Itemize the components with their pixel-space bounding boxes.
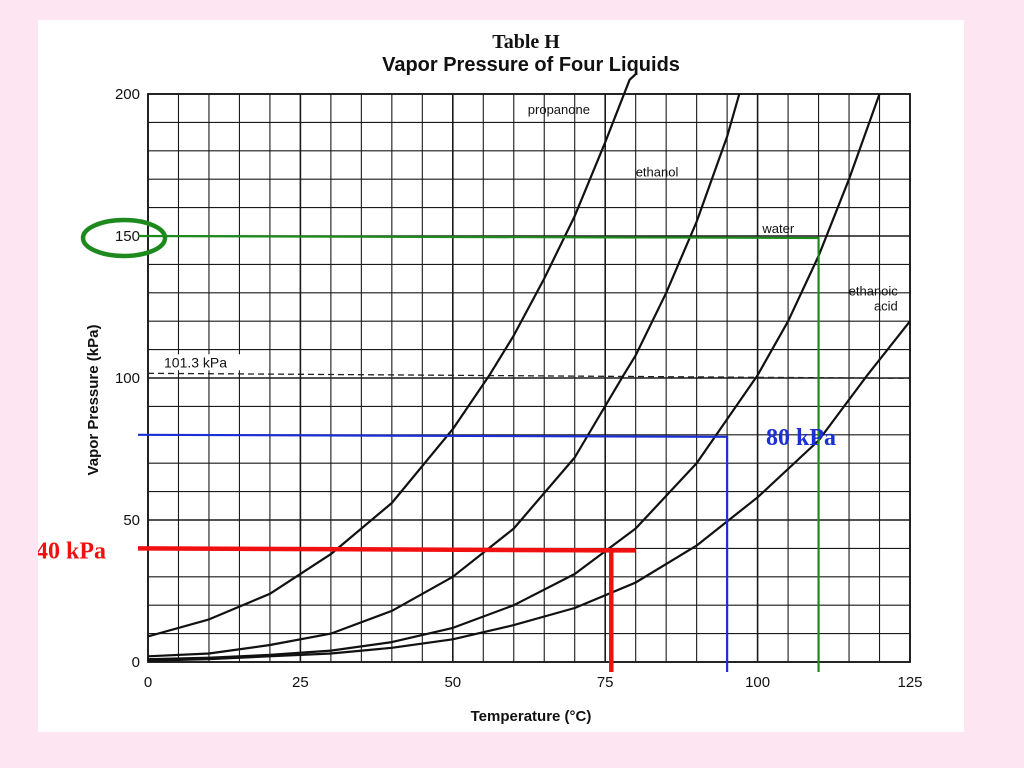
y-tick-label: 150: [115, 228, 140, 245]
guide-line-green: [137, 234, 820, 672]
x-tick-label: 25: [292, 674, 309, 691]
curve-label: ethanol: [636, 164, 679, 179]
y-tick-label: 0: [132, 654, 140, 671]
reference-label-bg: [158, 354, 258, 371]
circle-150-mark: [80, 217, 168, 259]
chart-subtitle: Vapor Pressure of Four Liquids: [382, 54, 680, 76]
axis-ticks: 0 25 50 75 100 125 0 50 100 150 200: [115, 86, 923, 691]
y-tick-label: 200: [115, 86, 140, 103]
curve-label: propanone: [528, 102, 590, 117]
y-tick-label: 50: [123, 512, 140, 529]
x-tick-label: 100: [745, 674, 770, 691]
curve-label: acid: [874, 299, 898, 314]
x-tick-label: 50: [444, 674, 461, 691]
x-axis-title: Temperature (°C): [471, 708, 592, 725]
annotation-label-blue: 80 kPa: [766, 425, 836, 451]
x-tick-label: 0: [144, 674, 152, 691]
guide-line-blue: [137, 433, 729, 672]
x-tick-label: 125: [897, 674, 922, 691]
grid: [147, 93, 911, 663]
curve-water: [147, 93, 881, 661]
reference-line: 101.3 kPa: [147, 354, 911, 379]
reference-line-101: [147, 372, 911, 379]
annotation-label-red: 40 kPa: [38, 538, 106, 564]
y-axis-title: Vapor Pressure (kPa): [85, 325, 102, 476]
vapor-pressure-chart: Table H Vapor Pressure of Four Liquids 0…: [38, 31, 923, 725]
curve-label: water: [761, 221, 794, 236]
slide: Table H Vapor Pressure of Four Liquids 0…: [38, 20, 964, 732]
curve-label: ethanoic: [849, 284, 899, 299]
y-tick-label: 100: [115, 370, 140, 387]
curve-ethanoic-acid: [147, 320, 911, 662]
curve-ethanol: [147, 93, 741, 658]
reference-line-label: 101.3 kPa: [164, 354, 227, 370]
x-tick-label: 75: [597, 674, 614, 691]
chart-title: Table H: [492, 31, 560, 53]
curve-propanone: [147, 73, 637, 638]
annotations: 80 kPa 40 kPa: [38, 217, 836, 672]
